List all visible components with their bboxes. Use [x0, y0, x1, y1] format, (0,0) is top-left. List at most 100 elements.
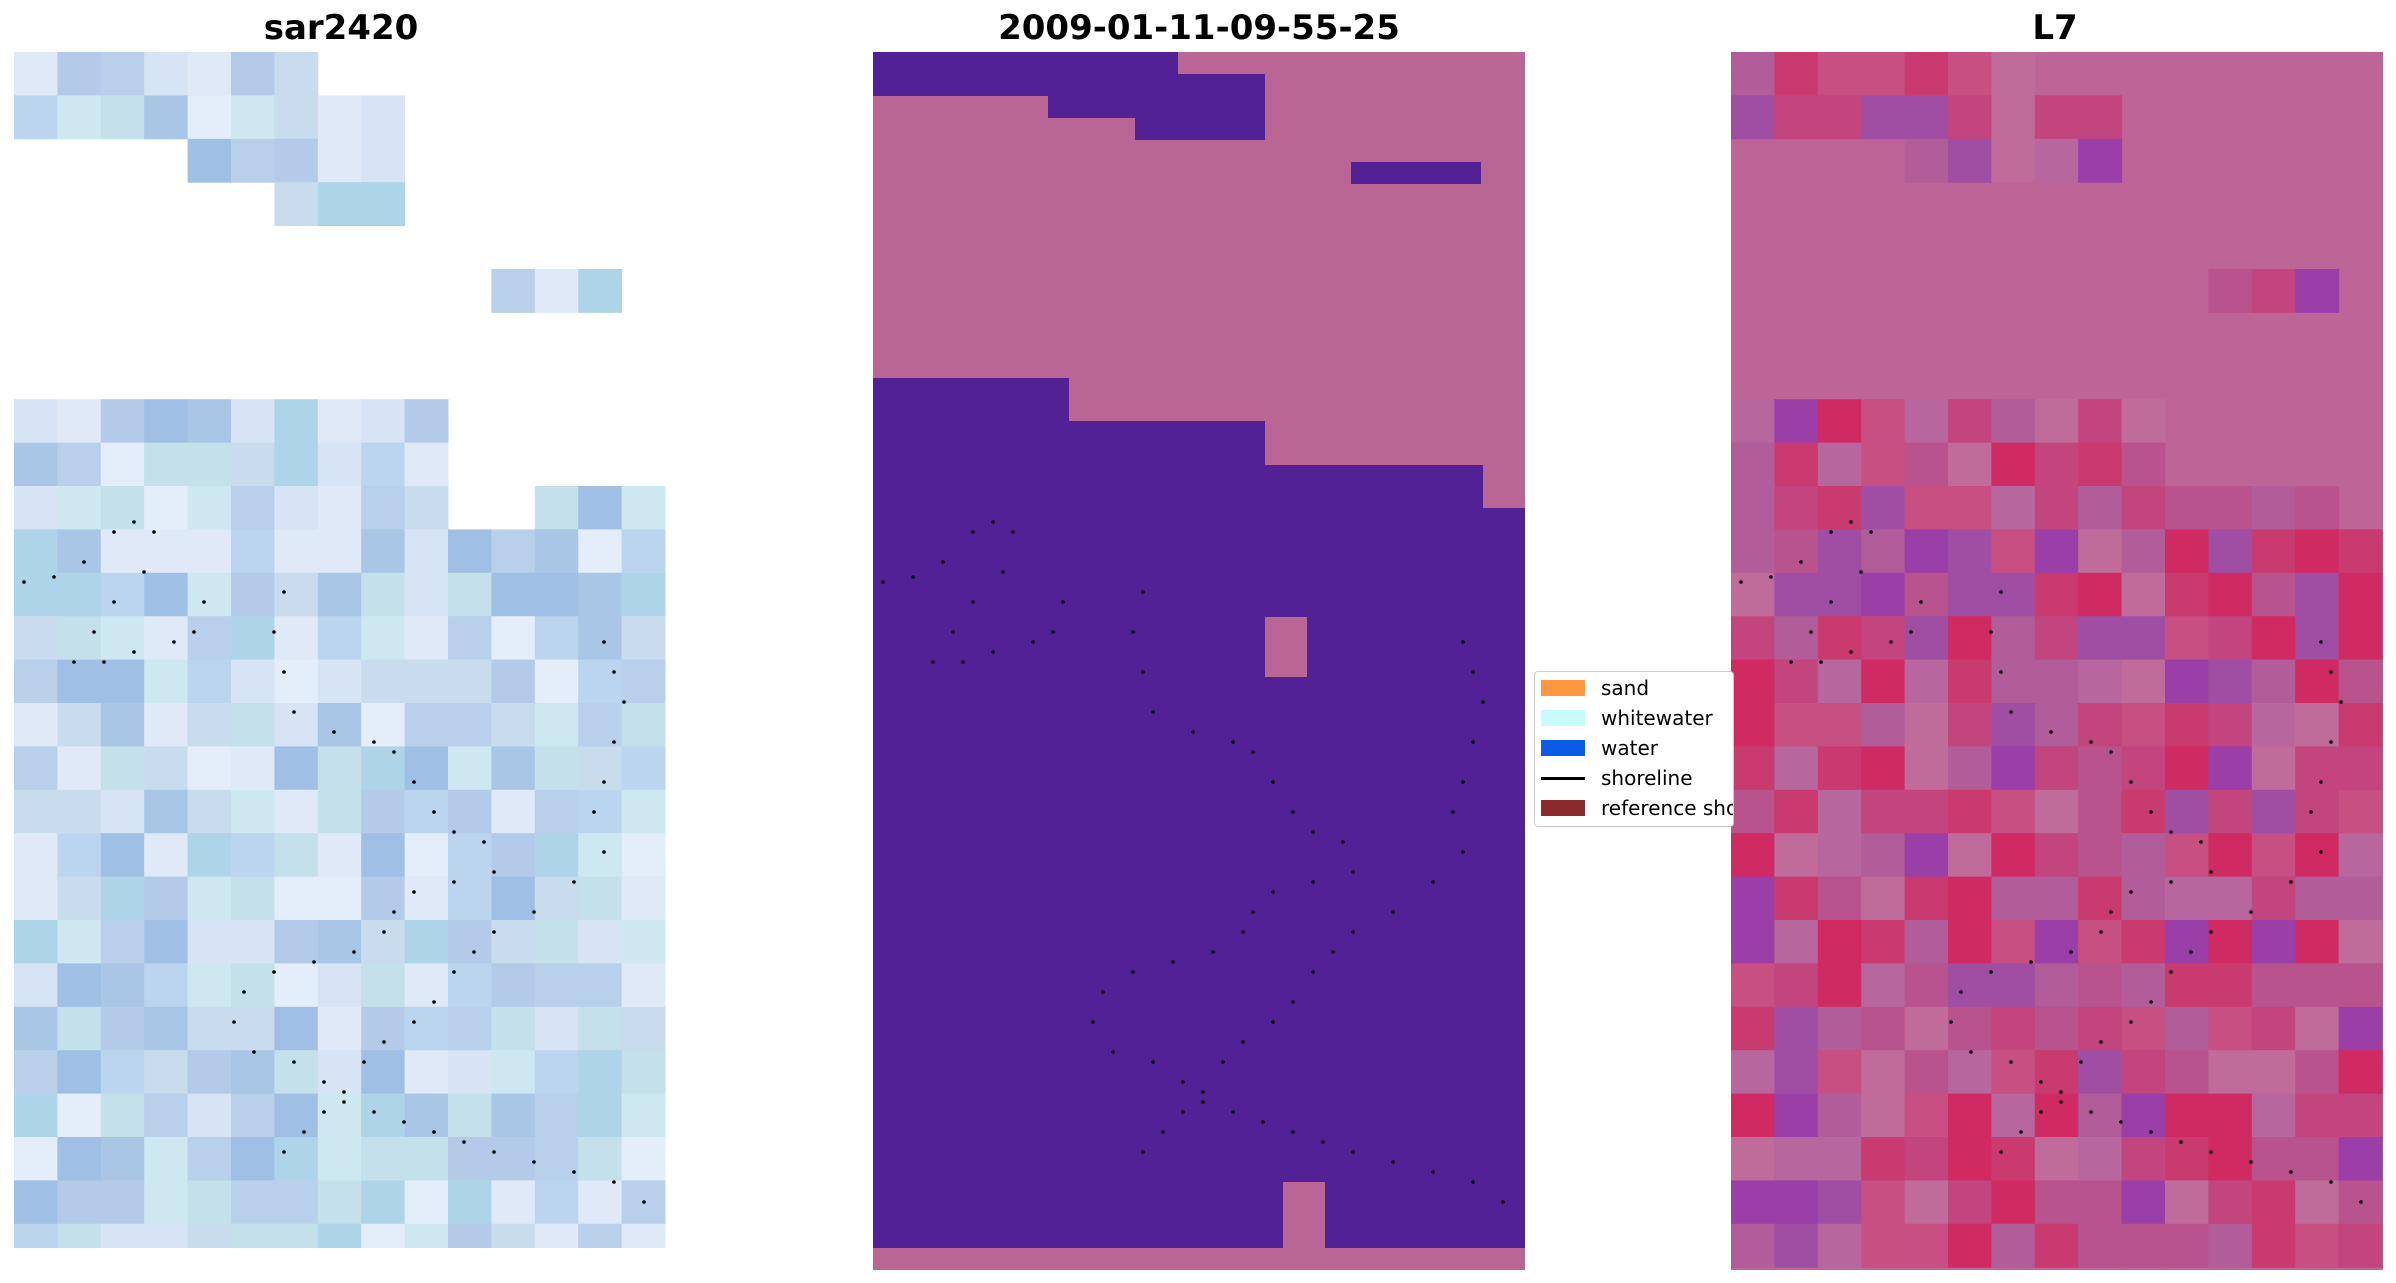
rgb-pixel	[534, 269, 579, 313]
shoreline-point	[592, 810, 596, 814]
rgb-pixel	[491, 1137, 536, 1181]
rgb-pixel	[274, 182, 319, 227]
index-pixel	[2295, 963, 2340, 1008]
shoreline-point	[292, 710, 296, 714]
index-pixel	[1731, 52, 1775, 96]
legend-item-sand: sand	[1541, 676, 1649, 700]
shoreline-point	[2099, 930, 2103, 934]
rgb-pixel	[578, 529, 623, 574]
legend-item-whitewater: whitewater	[1541, 706, 1713, 730]
shoreline-point	[2059, 1100, 2063, 1104]
shoreline-point	[1141, 670, 1145, 674]
index-pixel	[1948, 52, 1992, 96]
index-pixel	[1731, 1093, 1775, 1138]
rgb-pixel	[621, 876, 666, 921]
index-pixel	[2165, 1006, 2209, 1051]
index-pixel	[2121, 1180, 2166, 1225]
rgb-pixel	[100, 1180, 145, 1225]
index-pixel	[2165, 1093, 2209, 1138]
shoreline-point	[282, 670, 286, 674]
rgb-pixel	[187, 703, 232, 747]
rgb-pixel	[187, 95, 232, 140]
shoreline-point	[332, 730, 336, 734]
rgb-pixel	[448, 1093, 492, 1138]
rgb-pixel	[317, 616, 362, 661]
index-pixel	[2251, 1137, 2296, 1181]
shoreline-point	[1999, 590, 2003, 594]
index-pixel	[1774, 1180, 1819, 1225]
index-pixel	[2338, 659, 2383, 704]
panel-title-classified: 2009-01-11-09-55-25	[998, 8, 1400, 48]
rgb-pixel	[361, 399, 406, 444]
shoreline-point	[132, 520, 136, 524]
shoreline-point	[612, 740, 616, 744]
index-pixel	[1774, 1050, 1819, 1095]
rgb-pixel	[57, 572, 102, 617]
sand-swatch	[1541, 680, 1585, 696]
rgb-pixel	[361, 486, 406, 530]
index-pixel	[1731, 95, 1775, 140]
shoreline-point	[1061, 600, 1065, 604]
rgb-pixel	[100, 52, 145, 96]
shoreline-point	[492, 930, 496, 934]
shoreline-point	[2149, 1000, 2153, 1004]
shoreline-point	[1231, 740, 1235, 744]
index-pixel	[1991, 659, 2036, 704]
shoreline-point	[1471, 740, 1475, 744]
rgb-pixel	[274, 659, 319, 704]
shoreline-point	[2129, 1020, 2133, 1024]
index-pixel	[1731, 746, 1775, 791]
index-pixel	[2208, 529, 2253, 574]
index-pixel	[2295, 659, 2340, 704]
rgb-pixel	[14, 1006, 58, 1051]
rgb-pixel	[14, 616, 58, 661]
index-pixel	[2338, 529, 2383, 574]
shoreline-point	[342, 1090, 346, 1094]
index-pixel	[1817, 616, 1862, 661]
index-pixel	[1948, 920, 1992, 964]
rgb-pixel	[14, 1093, 58, 1138]
rgb-pixel	[317, 95, 362, 140]
index-pixel	[2078, 876, 2123, 921]
shoreline-point	[2149, 1130, 2153, 1134]
shoreline-point	[2119, 1120, 2123, 1124]
shoreline-point	[1181, 1080, 1185, 1084]
shoreline-point	[1271, 780, 1275, 784]
index-pixel	[1731, 442, 1775, 487]
shoreline-point	[392, 750, 396, 754]
shoreline-point	[1789, 660, 1793, 664]
shoreline-point	[2319, 780, 2323, 784]
rgb-pixel	[14, 442, 58, 487]
shoreline-point	[1919, 600, 1923, 604]
shoreline-point	[1819, 660, 1823, 664]
rgb-pixel	[534, 572, 579, 617]
index-pixel	[2078, 963, 2123, 1008]
shoreline-point	[1261, 1120, 1265, 1124]
rgb-pixel	[187, 486, 232, 530]
index-pixel	[2208, 1180, 2253, 1225]
shoreline-point	[1241, 930, 1245, 934]
shoreline-point	[2209, 930, 2213, 934]
index-pixel	[2165, 572, 2209, 617]
index-pixel	[1817, 876, 1862, 921]
shoreline-point	[1351, 930, 1355, 934]
shoreline-point	[2089, 740, 2093, 744]
index-pixel	[2121, 789, 2166, 834]
index-pixel	[2121, 529, 2166, 574]
index-pixel	[1904, 52, 1949, 96]
index-pixel	[1991, 1093, 2036, 1138]
rgb-pixel	[144, 486, 189, 530]
index-pixel	[2338, 1137, 2383, 1181]
index-pixel	[2121, 876, 2166, 921]
shoreline-point	[1501, 1200, 1505, 1204]
rgb-pixel	[534, 529, 579, 574]
rgb-pixel	[578, 833, 623, 878]
shoreline-point	[2149, 810, 2153, 814]
shoreline-point	[1849, 520, 1853, 524]
water-area	[1069, 421, 1265, 1248]
rgb-pixel	[14, 1223, 58, 1248]
shoreline-point	[1251, 750, 1255, 754]
rgb-pixel	[361, 703, 406, 747]
shoreline-point	[322, 1080, 326, 1084]
rgb-pixel	[231, 616, 275, 661]
